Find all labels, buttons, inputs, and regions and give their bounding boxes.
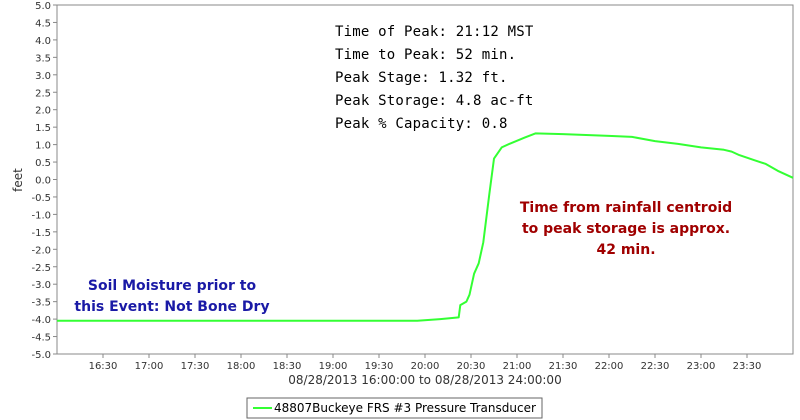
y-tick-label: -0.5 [31, 193, 51, 204]
y-tick-label: 0.0 [35, 176, 51, 187]
x-tick-label: 20:30 [457, 361, 486, 372]
y-tick-label: -2.0 [31, 245, 51, 256]
legend-box [246, 397, 543, 419]
y-tick-label: -5.0 [31, 350, 51, 361]
x-axis-label: 08/28/2013 16:00:00 to 08/28/2013 24:00:… [288, 373, 561, 387]
info-time-of-peak: Time of Peak: 21:12 MST [335, 24, 534, 40]
x-tick-label: 18:00 [227, 361, 256, 372]
peak-info: Time of Peak: 21:12 MST Time to Peak: 52… [335, 24, 534, 132]
y-tick-label: -3.5 [31, 298, 51, 309]
y-tick-label: -4.5 [31, 333, 51, 344]
legend: 48807Buckeye FRS #3 Pressure Transducer [246, 397, 543, 419]
y-tick-label: -4.0 [31, 315, 51, 326]
soil-moisture-annotation: Soil Moisture prior to this Event: Not B… [74, 278, 269, 315]
x-tick-label: 22:00 [595, 361, 624, 372]
y-tick-label: 3.0 [35, 71, 51, 82]
centroid-line-3: 42 min. [596, 242, 655, 258]
x-tick-label: 22:30 [641, 361, 670, 372]
x-tick-label: 19:30 [365, 361, 394, 372]
x-tick-label: 21:30 [549, 361, 578, 372]
x-tick-label: 23:30 [733, 361, 762, 372]
info-peak-stage: Peak Stage: 1.32 ft. [335, 70, 508, 86]
series-line [57, 132, 794, 322]
centroid-line-2: to peak storage is approx. [522, 221, 730, 237]
y-tick-label: 4.5 [35, 18, 51, 29]
legend-entry: 48807Buckeye FRS #3 Pressure Transducer [274, 401, 536, 415]
y-tick-label: -2.5 [31, 263, 51, 274]
y-tick-label: 2.5 [35, 88, 51, 99]
y-tick-label: -3.0 [31, 280, 51, 291]
info-time-to-peak: Time to Peak: 52 min. [335, 47, 516, 63]
y-tick-label: 0.5 [35, 158, 51, 169]
y-tick-label: -1.5 [31, 228, 51, 239]
soil-moisture-line-1: Soil Moisture prior to [88, 278, 257, 294]
y-tick-label: 1.5 [35, 123, 51, 134]
plot-area [56, 4, 794, 355]
info-peak-storage: Peak Storage: 4.8 ac-ft [335, 93, 533, 109]
x-tick-label: 17:00 [135, 361, 164, 372]
centroid-line-1: Time from rainfall centroid [520, 200, 732, 216]
info-peak-capacity: Peak % Capacity: 0.8 [335, 116, 508, 132]
centroid-annotation: Time from rainfall centroid to peak stor… [520, 200, 732, 258]
soil-moisture-line-2: this Event: Not Bone Dry [74, 299, 269, 315]
x-tick-label: 19:00 [319, 361, 348, 372]
x-tick-label: 16:30 [89, 361, 118, 372]
x-tick-label: 18:30 [273, 361, 302, 372]
y-axis: 5.0 4.5 4.0 3.5 3.0 2.5 2.0 1.5 1.0 0.5 0.0 -0.5 -1.… [31, 1, 57, 361]
y-tick-label: 2.0 [35, 106, 51, 117]
x-axis: 16:30 17:00 17:30 18:00 18:30 19:00 19:30 20:00… [89, 354, 762, 372]
x-tick-label: 20:00 [411, 361, 440, 372]
x-tick-label: 17:30 [181, 361, 210, 372]
y-tick-label: 1.0 [35, 141, 51, 152]
y-tick-label: -1.0 [31, 210, 51, 221]
y-tick-label: 3.5 [35, 53, 51, 64]
series-layer [57, 132, 794, 322]
x-tick-label: 21:00 [503, 361, 532, 372]
y-tick-label: 5.0 [35, 1, 51, 12]
y-tick-label: 4.0 [35, 36, 51, 47]
y-axis-label: feet [11, 168, 25, 192]
x-tick-label: 23:00 [687, 361, 716, 372]
